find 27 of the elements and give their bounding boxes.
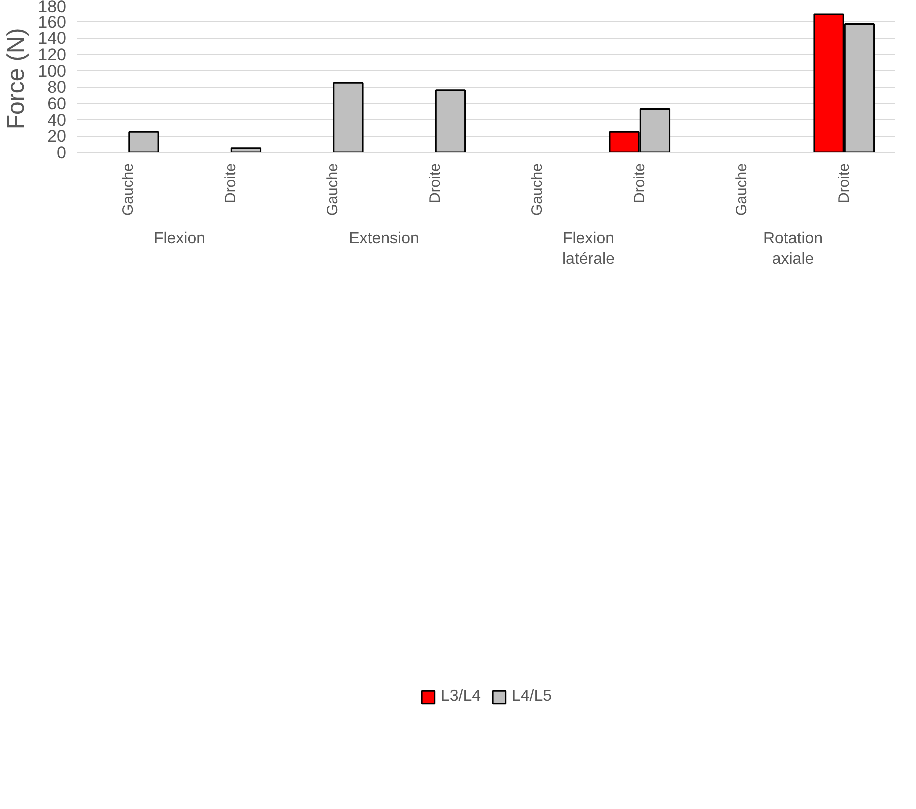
bar — [128, 131, 160, 152]
y-tick-label: 0 — [57, 144, 67, 162]
x-tick-label: Gauche — [529, 163, 546, 216]
text: Rotation axiale — [763, 230, 824, 268]
x-tick-label: Droite — [426, 163, 444, 204]
x-tick-label: Droite — [836, 163, 853, 204]
x-tick-label: Droite — [222, 163, 240, 204]
legend-label: L4/L5 — [512, 688, 552, 706]
y-tick-label: 20 — [48, 127, 67, 146]
text: Flexion latérale — [562, 230, 616, 268]
y-tick-label: 140 — [38, 29, 67, 48]
x-tick-label: Gauche — [734, 163, 751, 216]
x-tick-label: Gauche — [120, 163, 138, 216]
bar — [230, 148, 262, 152]
y-tick-label: 40 — [48, 110, 67, 130]
text: Extension — [349, 230, 420, 248]
y-tick-label: 80 — [48, 78, 67, 98]
y-tick-label: 60 — [48, 94, 67, 114]
y-tick-label: 100 — [38, 62, 67, 81]
legend-label: L3/L4 — [440, 688, 481, 706]
bar — [333, 82, 364, 152]
x-tick-label: Droite — [631, 163, 648, 204]
y-tick-label: 120 — [38, 46, 67, 64]
text: Flexion — [154, 230, 206, 248]
y-axis-title: Force (N) — [3, 28, 30, 130]
x-tick-label: Gauche — [324, 163, 342, 216]
bar — [435, 90, 466, 152]
